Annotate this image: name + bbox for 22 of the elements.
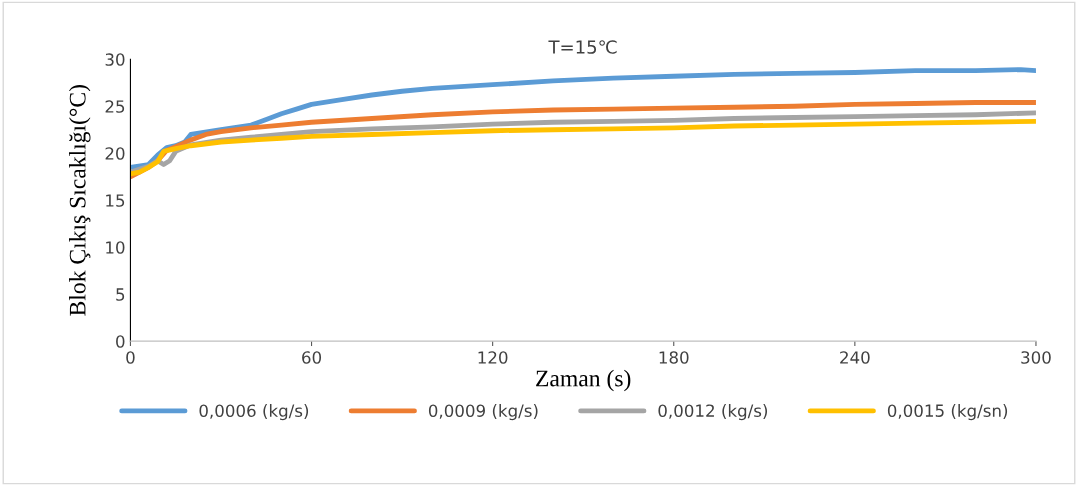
y-tick-label: 25 bbox=[105, 100, 125, 113]
line-series bbox=[130, 100, 1036, 180]
x-tick-label: 300 bbox=[1021, 351, 1051, 364]
x-tick-label: 60 bbox=[302, 351, 322, 364]
legend-label: 0,0006 (kg/s) bbox=[199, 404, 309, 421]
line-series bbox=[130, 67, 1036, 170]
y-tick-label: 30 bbox=[105, 53, 125, 66]
x-tick-label: 120 bbox=[478, 351, 508, 364]
x-tick-label: 240 bbox=[840, 351, 870, 364]
legend-label: 0,0012 (kg/s) bbox=[658, 404, 768, 421]
y-tick-label: 10 bbox=[106, 241, 125, 254]
y-tick-label: 0 bbox=[116, 335, 125, 348]
y-tick-label: 20 bbox=[105, 147, 125, 160]
legend-label: 0,0009 (kg/s) bbox=[428, 404, 538, 421]
y-tick-label: 5 bbox=[116, 288, 125, 301]
y-tick-label: 15 bbox=[106, 194, 125, 207]
x-axis-title: Zaman (s) bbox=[536, 369, 631, 392]
x-tick-label: 180 bbox=[659, 351, 689, 364]
legend-label: 0,0015 (kg/sn) bbox=[887, 404, 1008, 421]
y-axis-title: Blok Çıkış Sıcaklığı(°C) bbox=[69, 85, 91, 316]
chart-title: T=15℃ bbox=[548, 40, 617, 54]
x-tick-label: 0 bbox=[126, 351, 135, 364]
